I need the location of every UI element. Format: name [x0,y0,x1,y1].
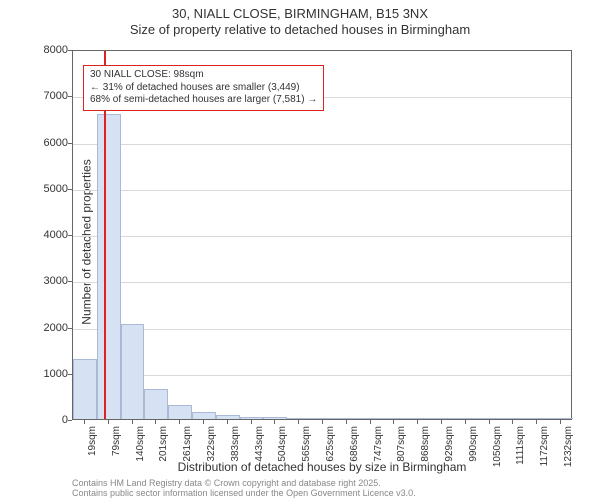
gridline [73,329,571,330]
xtick-mark [298,420,299,424]
ytick-mark [68,50,72,51]
histogram-bar [525,418,549,419]
xtick-mark [417,420,418,424]
histogram-bar [454,418,478,419]
ytick-mark [68,143,72,144]
xtick-label: 322sqm [206,426,217,462]
annotation-line-3: 68% of semi-detached houses are larger (… [90,94,317,107]
xtick-mark [155,420,156,424]
xtick-label: 19sqm [87,426,98,456]
xtick-mark [465,420,466,424]
chart-container: 30, NIALL CLOSE, BIRMINGHAM, B15 3NX Siz… [0,0,600,500]
xtick-label: 625sqm [325,426,336,462]
xtick-label: 140sqm [135,426,146,462]
histogram-bar [121,324,145,419]
xtick-mark [536,420,537,424]
ytick-mark [68,189,72,190]
histogram-bar [73,359,97,419]
ytick-mark [68,96,72,97]
xtick-label: 807sqm [396,426,407,462]
histogram-bar [335,418,359,419]
histogram-bar [406,418,430,419]
annotation-line-1: 30 NIALL CLOSE: 98sqm [90,69,317,82]
xtick-label: 1111sqm [515,426,526,465]
ytick-mark [68,374,72,375]
xtick-mark [560,420,561,424]
xtick-mark [132,420,133,424]
annotation-line-2: ← 31% of detached houses are smaller (3,… [90,82,317,95]
histogram-bar [263,417,287,419]
histogram-bar [430,418,454,419]
xtick-mark [108,420,109,424]
xtick-label: 929sqm [444,426,455,462]
histogram-bar [287,418,311,419]
xtick-mark [179,420,180,424]
xtick-mark [251,420,252,424]
ytick-label: 8000 [28,44,68,56]
xtick-label: 201sqm [158,426,169,462]
gridline [73,144,571,145]
xtick-label: 443sqm [254,426,265,462]
xtick-label: 990sqm [468,426,479,462]
xtick-label: 565sqm [301,426,312,462]
ytick-mark [68,420,72,421]
ytick-mark [68,281,72,282]
xtick-label: 79sqm [111,426,122,456]
histogram-bar [240,417,264,419]
ytick-label: 3000 [28,275,68,287]
ytick-label: 2000 [28,322,68,334]
footer-line-1: Contains HM Land Registry data © Crown c… [72,478,416,488]
histogram-bar [192,412,216,419]
xtick-mark [489,420,490,424]
xtick-mark [84,420,85,424]
xtick-mark [203,420,204,424]
histogram-bar [168,405,192,419]
xtick-label: 868sqm [420,426,431,462]
title-line-1: 30, NIALL CLOSE, BIRMINGHAM, B15 3NX [0,6,600,22]
ytick-mark [68,235,72,236]
title-line-2: Size of property relative to detached ho… [0,22,600,38]
xtick-label: 261sqm [182,426,193,462]
xtick-mark [322,420,323,424]
xtick-label: 747sqm [373,426,384,462]
xtick-label: 1232sqm [563,426,574,467]
histogram-bar [383,418,407,419]
ytick-mark [68,328,72,329]
gridline [73,282,571,283]
xtick-mark [512,420,513,424]
footer-line-2: Contains public sector information licen… [72,488,416,498]
ytick-label: 5000 [28,183,68,195]
gridline [73,190,571,191]
gridline [73,375,571,376]
histogram-bar [549,418,573,419]
marker-annotation: 30 NIALL CLOSE: 98sqm ← 31% of detached … [83,65,324,111]
xtick-label: 504sqm [277,426,288,462]
chart-title: 30, NIALL CLOSE, BIRMINGHAM, B15 3NX Siz… [0,6,600,39]
plot-area: 30 NIALL CLOSE: 98sqm ← 31% of detached … [72,50,572,420]
xtick-label: 1050sqm [492,426,503,467]
gridline [73,236,571,237]
ytick-label: 1000 [28,368,68,380]
xtick-mark [370,420,371,424]
xtick-mark [274,420,275,424]
histogram-bar [216,415,240,419]
ytick-label: 4000 [28,229,68,241]
xtick-mark [441,420,442,424]
histogram-bar [311,418,335,419]
histogram-bar [359,418,383,419]
histogram-bar [97,114,121,419]
xtick-mark [346,420,347,424]
xtick-label: 1172sqm [539,426,550,466]
ytick-label: 6000 [28,137,68,149]
histogram-bar [144,389,168,419]
histogram-bar [502,418,526,419]
ytick-label: 0 [28,414,68,426]
xtick-label: 686sqm [349,426,360,462]
histogram-bar [478,418,502,419]
xtick-mark [227,420,228,424]
xtick-label: 383sqm [230,426,241,462]
xtick-mark [393,420,394,424]
chart-footer: Contains HM Land Registry data © Crown c… [72,478,416,499]
ytick-label: 7000 [28,90,68,102]
